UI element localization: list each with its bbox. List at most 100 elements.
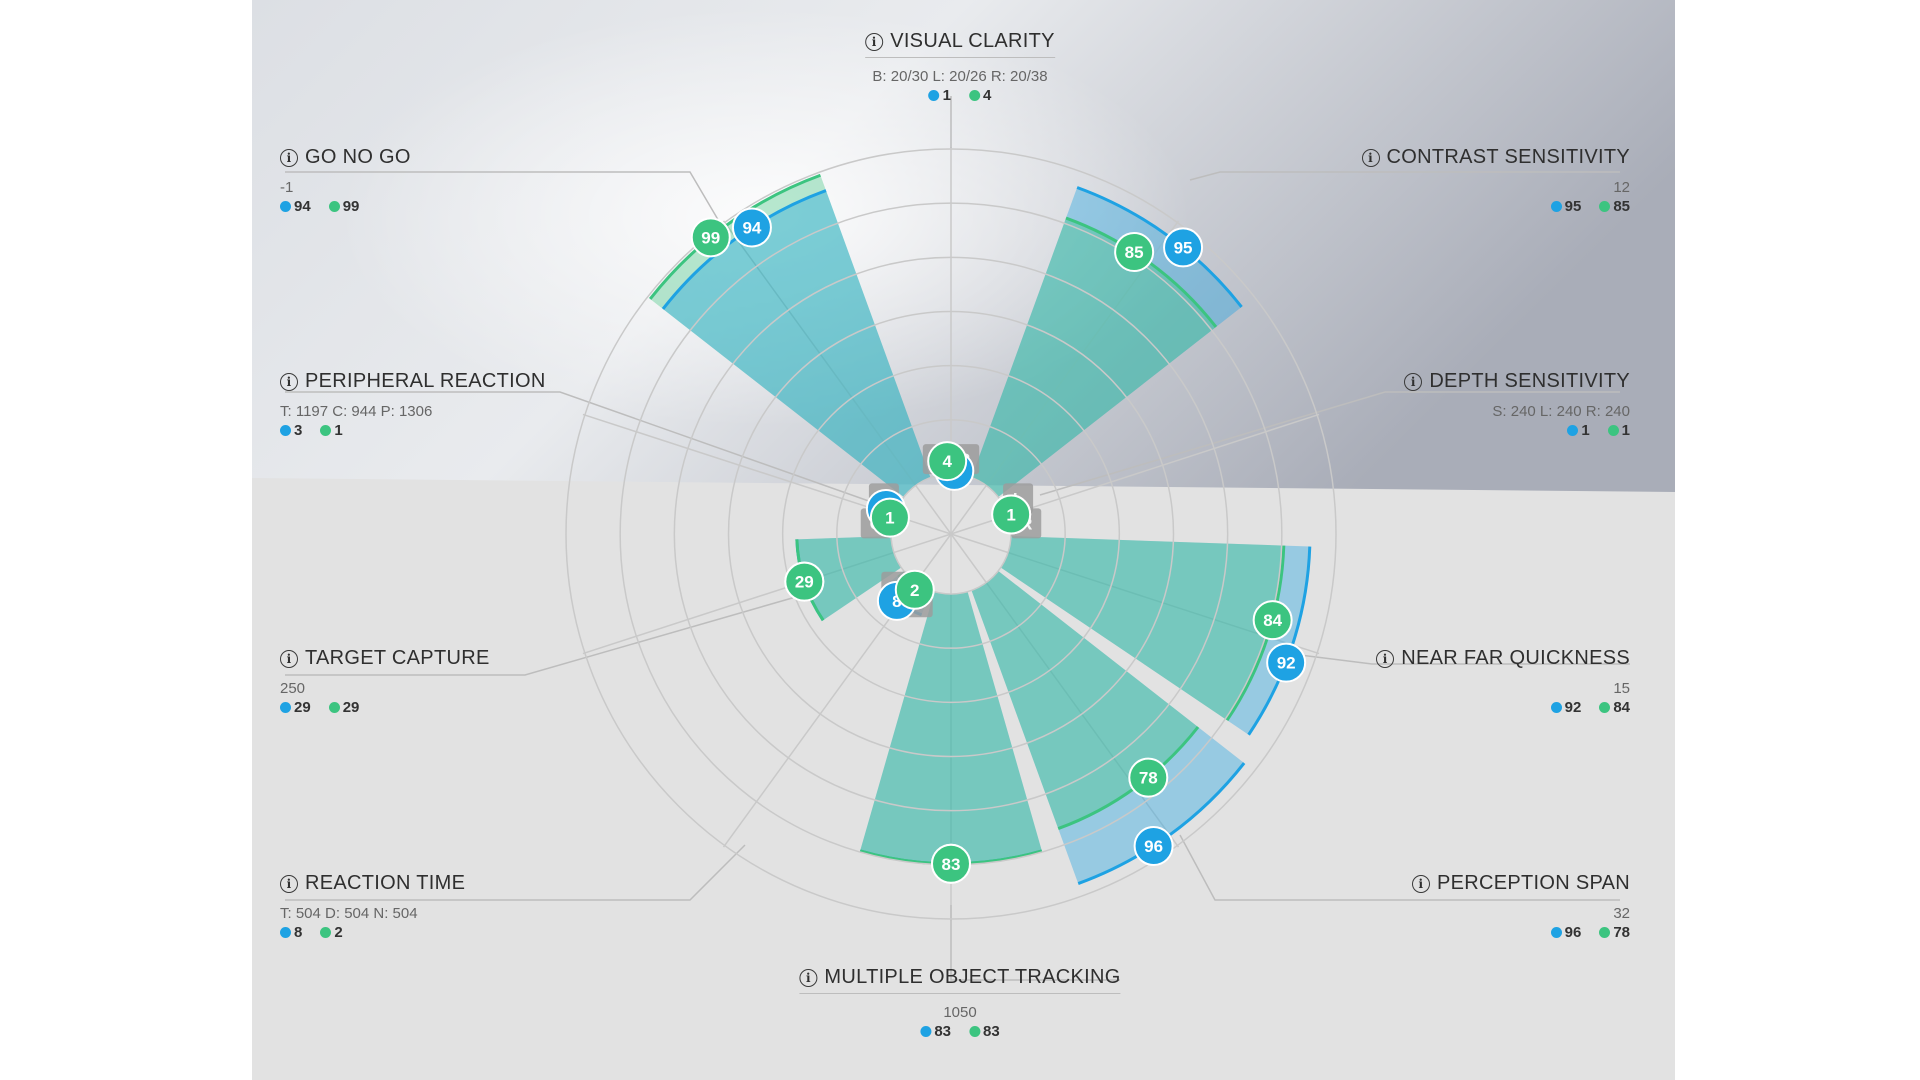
blue-score-value: 96 [1564, 924, 1582, 941]
leader-line [1179, 834, 1620, 901]
green-dot-icon [320, 425, 332, 436]
category-label: i CONTRAST SENSITIVITY 12 95 85 [1361, 146, 1630, 215]
category-detail: S: 240 L: 240 R: 240 [1492, 403, 1630, 420]
info-icon[interactable]: i [799, 968, 818, 987]
marker-circle [1114, 231, 1155, 272]
info-icon[interactable]: i [1361, 148, 1380, 167]
marker-value: 78 [1139, 769, 1158, 788]
green-score: 83 [969, 1023, 1000, 1040]
blue-score: 96 [1550, 924, 1582, 941]
category-name: VISUAL CLARITY [890, 30, 1055, 52]
green-score: 2 [320, 924, 343, 941]
marker-value: 8 [892, 592, 901, 611]
green-value-marker: 85 [1114, 231, 1155, 272]
green-value-marker: 29 [784, 561, 825, 602]
blue-dot-icon [1567, 425, 1579, 436]
green-dot-icon [320, 927, 332, 938]
green-dot-icon [1599, 201, 1611, 212]
category-title: i MULTIPLE OBJECT TRACKING [799, 966, 1121, 994]
category-title: i NEAR FAR QUICKNESS [1376, 647, 1630, 670]
category-detail: 32 [1613, 905, 1630, 922]
category-label: i GO NO GO -1 94 99 [280, 146, 411, 215]
marker-value: 1 [1006, 505, 1015, 524]
blue-score: 94 [280, 198, 311, 215]
marker-circle [927, 441, 968, 482]
leader-line [950, 905, 1120, 981]
blue-sector [971, 570, 1245, 884]
blue-score-value: 1 [1581, 422, 1590, 439]
blue-score: 3 [280, 422, 302, 439]
marker-value: 2 [910, 581, 919, 600]
category-name: CONTRAST SENSITIVITY [1386, 146, 1630, 168]
grid-ring [673, 256, 1229, 812]
category-detail: 250 [280, 680, 306, 697]
green-score: 1 [1607, 422, 1630, 439]
blue-sector [796, 536, 902, 621]
category-label: i PERCEPTION SPAN 32 96 78 [1411, 872, 1630, 941]
leader-line [1299, 654, 1630, 665]
green-sector [1000, 536, 1284, 721]
category-label: i DEPTH SENSITIVITY S: 240 L: 240 R: 240 1 1 [1404, 370, 1630, 439]
marker-value: 94 [742, 218, 761, 237]
category-detail: T: 504 D: 504 N: 504 [280, 905, 418, 922]
category-name: PERIPHERAL REACTION [305, 370, 546, 392]
category-title: i TARGET CAPTURE [280, 647, 490, 670]
category-label: i PERIPHERAL REACTION T: 1197 C: 944 P: 13… [280, 370, 546, 439]
info-icon[interactable]: i [280, 148, 298, 167]
marker-value: 95 [1174, 238, 1193, 257]
blue-score-value: 29 [294, 699, 311, 716]
marker-circle [731, 207, 772, 248]
grid-ring [781, 364, 1121, 704]
category-scores: 83 83 [799, 1023, 1120, 1040]
info-icon[interactable]: i [1376, 649, 1395, 668]
green-score-value: 1 [1621, 422, 1630, 439]
info-icon[interactable]: i [280, 649, 298, 668]
green-sector [650, 175, 931, 498]
info-icon[interactable]: i [1411, 874, 1430, 893]
marker-circle [1163, 227, 1204, 268]
marker-circle [869, 497, 910, 538]
info-icon[interactable]: i [865, 32, 884, 51]
category-name: MULTIPLE OBJECT TRACKING [824, 966, 1121, 988]
panel-background [252, 0, 1675, 1080]
blue-dot-icon [280, 927, 291, 938]
category-name: REACTION TIME [305, 872, 466, 894]
category-title: i PERCEPTION SPAN [1411, 872, 1630, 895]
green-sector [796, 536, 902, 621]
info-icon[interactable]: i [280, 874, 298, 893]
category-title: i GO NO GO [280, 146, 411, 169]
info-icon[interactable]: i [280, 372, 298, 391]
category-title: i CONTRAST SENSITIVITY [1361, 146, 1630, 169]
blue-sector [662, 190, 931, 498]
blue-dot-icon [280, 425, 291, 436]
green-dot-icon [1607, 425, 1619, 436]
blue-score-value: 94 [294, 198, 311, 215]
category-name: NEAR FAR QUICKNESS [1401, 647, 1630, 669]
blue-sector [860, 591, 1042, 864]
category-label: i NEAR FAR QUICKNESS 15 92 84 [1376, 647, 1630, 716]
blue-value-marker: 92 [1266, 642, 1307, 683]
grid-ring [836, 419, 1066, 649]
blue-score-value: 83 [934, 1023, 951, 1040]
info-icon[interactable]: i [1404, 372, 1423, 391]
marker-circle [1128, 757, 1169, 798]
green-score: 99 [328, 198, 359, 215]
green-score-value: 4 [983, 87, 992, 104]
green-score-value: 84 [1613, 699, 1630, 716]
category-label: i REACTION TIME T: 504 D: 504 N: 504 8 2 [280, 872, 465, 941]
category-detail: 15 [1613, 680, 1630, 697]
category-name: TARGET CAPTURE [305, 647, 490, 669]
green-dot-icon [969, 1026, 980, 1037]
spoke-line [582, 533, 952, 655]
blue-value-marker: 94 [731, 207, 772, 248]
category-name: PERCEPTION SPAN [1436, 872, 1630, 894]
marker-value: 84 [1263, 611, 1282, 630]
category-title: i PERIPHERAL REACTION [280, 370, 546, 393]
category-scores: 95 85 [1362, 198, 1630, 215]
blue-score-value: 95 [1564, 198, 1582, 215]
marker-circle [931, 843, 971, 884]
blue-score-value: 1 [942, 87, 951, 104]
